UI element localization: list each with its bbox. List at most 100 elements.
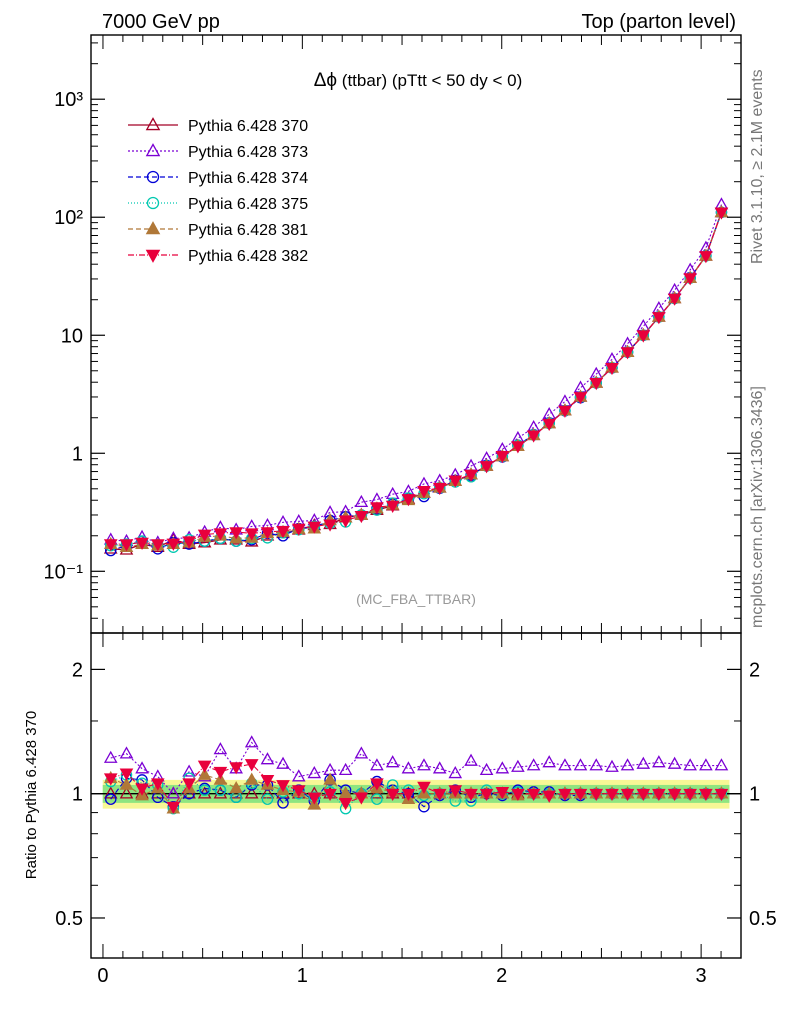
ratio-series-line bbox=[110, 741, 722, 795]
main-data-point bbox=[354, 510, 369, 524]
ratio-data-point bbox=[542, 755, 556, 768]
ratio-data-point bbox=[573, 788, 588, 802]
main-data-point bbox=[558, 405, 572, 418]
ratio-data-point bbox=[385, 788, 400, 802]
ratio-ytick-label-left: 0.5 bbox=[55, 908, 83, 930]
ratio-data-point bbox=[166, 786, 181, 799]
ratio-data-point bbox=[213, 786, 228, 799]
ratio-data-point bbox=[589, 758, 604, 771]
main-data-point bbox=[417, 486, 431, 499]
main-data-point bbox=[103, 539, 118, 552]
main-ytick-label: 1 bbox=[72, 443, 83, 465]
ratio-data-point bbox=[323, 788, 337, 802]
main-series-line bbox=[110, 212, 722, 548]
ratio-ytick-label-right: 2 bbox=[749, 659, 760, 681]
legend-entry: Pythia 6.428 373 bbox=[128, 143, 308, 161]
main-data-point bbox=[385, 500, 400, 513]
main-data-point bbox=[683, 273, 697, 286]
ratio-data-point bbox=[714, 758, 729, 771]
ratio-data-point bbox=[104, 793, 117, 805]
ratio-data-point bbox=[636, 756, 651, 769]
ratio-data-point bbox=[667, 756, 682, 769]
main-data-point bbox=[448, 475, 463, 488]
legend-marker bbox=[146, 196, 160, 210]
ratio-data-point bbox=[119, 786, 134, 799]
ratio-data-point bbox=[260, 786, 275, 799]
ratio-data-point bbox=[244, 759, 259, 772]
ratio-data-point bbox=[605, 788, 619, 802]
ratio-data-point bbox=[370, 758, 384, 771]
ratio-data-point bbox=[213, 766, 228, 780]
ratio-data-point bbox=[214, 784, 227, 796]
ratio-data-point bbox=[244, 735, 259, 748]
ratio-frame bbox=[90, 632, 742, 959]
legend-marker bbox=[146, 170, 160, 184]
mcplots-label: mcplots.cern.ch [arXiv:1306.3436] bbox=[749, 386, 766, 628]
ratio-data-point bbox=[197, 767, 212, 780]
ratio-data-point bbox=[464, 788, 478, 802]
ratio-data-point bbox=[103, 750, 118, 763]
ratio-data-point bbox=[277, 797, 289, 809]
main-data-point bbox=[150, 539, 165, 552]
ratio-data-point bbox=[370, 778, 384, 791]
legend-label: Pythia 6.428 382 bbox=[188, 248, 308, 265]
main-data-point bbox=[229, 527, 243, 540]
ratio-data-point bbox=[526, 758, 541, 771]
main-data-point bbox=[119, 539, 134, 552]
ratio-data-point bbox=[401, 788, 416, 802]
main-data-point bbox=[464, 469, 478, 482]
legend-entry: Pythia 6.428 381 bbox=[128, 221, 308, 239]
main-ytick-label: 10 bbox=[61, 325, 83, 347]
ratio-ytick-label-right: 0.5 bbox=[749, 908, 777, 930]
main-data-point bbox=[636, 330, 651, 343]
xtick-label: 3 bbox=[696, 965, 707, 987]
ratio-data-point bbox=[479, 762, 494, 776]
ratio-ytick-label-left: 1 bbox=[72, 784, 83, 806]
ratio-series-line bbox=[110, 777, 722, 808]
ratio-series bbox=[103, 759, 729, 815]
main-data-point bbox=[370, 502, 384, 515]
ratio-data-point bbox=[683, 788, 697, 802]
main-data-point bbox=[542, 418, 556, 432]
main-data-point bbox=[338, 515, 353, 528]
ratio-data-point bbox=[371, 793, 383, 805]
main-title-symbol: Δϕ bbox=[314, 70, 337, 91]
main-series-line bbox=[110, 204, 722, 544]
main-ytick-label: 10² bbox=[54, 207, 83, 229]
main-data-point bbox=[276, 526, 290, 539]
ratio-data-point bbox=[135, 783, 149, 796]
main-data-point bbox=[197, 529, 212, 542]
main-data-point bbox=[620, 347, 635, 360]
main-data-point bbox=[323, 519, 337, 532]
ratio-data-point bbox=[338, 786, 353, 799]
ratio-data-point bbox=[511, 788, 525, 802]
legend-marker bbox=[145, 221, 161, 235]
ratio-data-point bbox=[667, 788, 682, 802]
legend-entry: Pythia 6.428 382 bbox=[128, 248, 308, 265]
main-data-point bbox=[307, 521, 322, 534]
ratio-data-point bbox=[417, 781, 431, 794]
ratio-data-point bbox=[495, 787, 510, 800]
main-data-point bbox=[166, 538, 181, 551]
legend-entry: Pythia 6.428 375 bbox=[128, 196, 308, 213]
ratio-data-point bbox=[464, 753, 478, 766]
main-data-point bbox=[244, 528, 259, 541]
ratio-data-point bbox=[244, 772, 259, 785]
main-series-line bbox=[110, 212, 722, 552]
ratio-data-point bbox=[448, 766, 463, 779]
main-data-point bbox=[354, 494, 369, 508]
ratio-data-point bbox=[260, 775, 275, 788]
legend-label: Pythia 6.428 374 bbox=[188, 170, 308, 187]
main-data-point bbox=[432, 482, 447, 496]
header-right: Top (parton level) bbox=[581, 11, 736, 33]
ratio-data-point bbox=[291, 785, 306, 798]
ratio-series-line bbox=[110, 774, 722, 810]
legend-marker bbox=[145, 117, 161, 131]
main-data-point bbox=[479, 461, 494, 474]
main-data-point bbox=[182, 536, 196, 549]
ratio-data-point bbox=[699, 758, 713, 771]
ratio-series-line bbox=[110, 763, 722, 808]
ratio-data-point bbox=[276, 780, 290, 793]
ratio-panel: 0.5 0.5 1 1 2 2 0 1 2 3 bbox=[55, 632, 777, 987]
